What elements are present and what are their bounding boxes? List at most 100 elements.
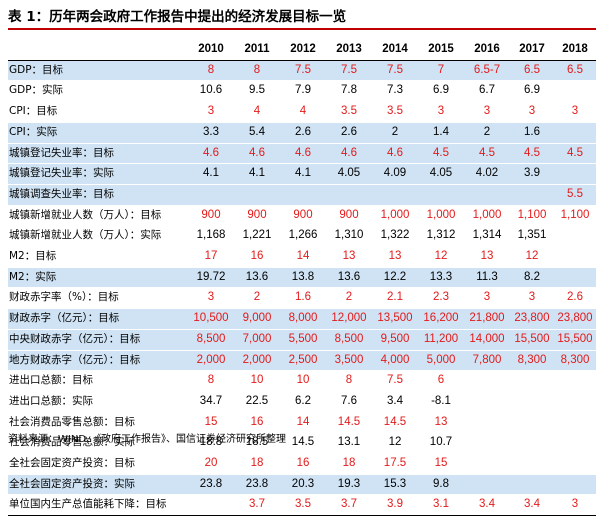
cell-value: 2,000 — [234, 350, 280, 372]
cell-value: 10.7 — [418, 432, 464, 455]
table-row: 进出口总额：实际 34.7 22.5 6.2 7.6 3.4 -8.1 — [8, 391, 596, 413]
row-label: 城镇调查失业率：目标 — [8, 184, 188, 206]
header-corner — [8, 40, 188, 61]
cell-value: 21,800 — [464, 308, 510, 330]
cell-value: 34.7 — [188, 391, 234, 413]
cell-value — [554, 163, 596, 185]
cell-value: 5.5 — [554, 184, 596, 206]
cell-value: 7.5 — [280, 60, 326, 82]
cell-value — [554, 225, 596, 248]
cell-value: 3 — [510, 101, 554, 123]
cell-value: 3 — [418, 101, 464, 123]
cell-value — [418, 184, 464, 206]
row-label: CPI：目标 — [8, 101, 188, 123]
cell-value: 2.1 — [372, 287, 418, 310]
cell-value: 6.5 — [554, 60, 596, 82]
cell-value: 15,500 — [554, 329, 596, 351]
cell-value: 3.9 — [510, 163, 554, 185]
row-label: 社会消费品零售总额：目标 — [8, 412, 188, 434]
cell-value: 3 — [554, 494, 596, 516]
cell-value: 3 — [188, 287, 234, 310]
row-label: 财政赤字率（%）：目标 — [8, 287, 188, 310]
cell-value: 900 — [188, 205, 234, 227]
table-row: 财政赤字率（%）：目标 3 2 1.6 2 2.1 2.3 3 3 2.6 — [8, 287, 596, 310]
row-label: CPI：实际 — [8, 122, 188, 144]
table-row: 地方财政赤字（亿元）：目标 2,000 2,000 2,500 3,500 4,000 5,… — [8, 350, 596, 372]
cell-value — [510, 412, 554, 434]
cell-value: 1,100 — [554, 205, 596, 227]
row-label: GDP：目标 — [8, 60, 188, 82]
title-divider — [8, 28, 596, 30]
cell-value: 15,500 — [510, 329, 554, 351]
cell-value — [464, 184, 510, 206]
cell-value: 13,500 — [372, 308, 418, 330]
row-label: 进出口总额：实际 — [8, 391, 188, 413]
cell-value: 3.5 — [326, 101, 372, 123]
cell-value: 17 — [188, 246, 234, 268]
cell-value: 2 — [326, 287, 372, 310]
cell-value: 2,000 — [188, 350, 234, 372]
cell-value: 8.2 — [510, 267, 554, 289]
table-row: M2：目标 17 16 14 13 13 12 13 12 — [8, 246, 596, 268]
cell-value: 16 — [234, 246, 280, 268]
cell-value: 900 — [280, 205, 326, 227]
cell-value: 23.8 — [234, 474, 280, 496]
table-row: 中央财政赤字（亿元）：目标 8,500 7,000 5,500 8,500 9,500 11… — [8, 329, 596, 351]
cell-value: 3,500 — [326, 350, 372, 372]
cell-value: 4.5 — [510, 143, 554, 165]
cell-value: 16 — [280, 453, 326, 475]
cell-value: 2.6 — [326, 122, 372, 144]
cell-value: 4.02 — [464, 163, 510, 185]
cell-value: 5.4 — [234, 122, 280, 144]
cell-value: 10,500 — [188, 308, 234, 330]
cell-value — [326, 184, 372, 206]
cell-value — [510, 184, 554, 206]
cell-value: 3 — [188, 101, 234, 123]
header-year: 2014 — [372, 40, 418, 61]
cell-value: 23,800 — [510, 308, 554, 330]
cell-value: 2.6 — [280, 122, 326, 144]
cell-value — [464, 412, 510, 434]
cell-value: 8 — [188, 370, 234, 392]
table-row: M2：实际 19.72 13.6 13.8 13.6 12.2 13.3 11.3 8.2 — [8, 267, 596, 289]
cell-value — [464, 370, 510, 392]
header-year: 2017 — [510, 40, 554, 61]
cell-value: 13 — [372, 246, 418, 268]
cell-value: 1,000 — [418, 205, 464, 227]
cell-value — [510, 432, 554, 455]
cell-value — [464, 474, 510, 496]
header-year: 2015 — [418, 40, 464, 61]
table-row: GDP：目标 8 8 7.5 7.5 7.5 7 6.5-7 6.5 6.5 — [8, 60, 596, 82]
cell-value: 10 — [280, 370, 326, 392]
cell-value: 8,500 — [188, 329, 234, 351]
cell-value — [510, 453, 554, 475]
cell-value: 3 — [554, 101, 596, 123]
cell-value — [554, 267, 596, 289]
cell-value — [510, 391, 554, 413]
row-label: GDP：实际 — [8, 80, 188, 103]
cell-value — [554, 474, 596, 496]
row-label: M2：目标 — [8, 246, 188, 268]
cell-value — [554, 391, 596, 413]
cell-value — [280, 184, 326, 206]
cell-value: 14 — [280, 246, 326, 268]
cell-value: 9,000 — [234, 308, 280, 330]
cell-value: 13.3 — [418, 267, 464, 289]
cell-value: 14.5 — [326, 412, 372, 434]
cell-value: 22.5 — [234, 391, 280, 413]
table-row: 单位国内生产总值能耗下降：目标 3.7 3.5 3.7 3.9 3.1 3.4 3.4 3 — [8, 494, 596, 516]
row-label: 全社会固定资产投资：目标 — [8, 453, 188, 475]
cell-value — [554, 80, 596, 103]
header-year: 2016 — [464, 40, 510, 61]
cell-value: 12,000 — [326, 308, 372, 330]
cell-value: 3.7 — [326, 494, 372, 516]
table-row: 城镇登记失业率：目标 4.6 4.6 4.6 4.6 4.6 4.5 4.5 4.5 4.5 — [8, 143, 596, 165]
cell-value: 3 — [464, 101, 510, 123]
cell-value: 17.5 — [372, 453, 418, 475]
table-title: 表 1：历年两会政府工作报告中提出的经济发展目标一览 — [8, 9, 347, 25]
cell-value: 9.5 — [234, 80, 280, 103]
cell-value: 4.5 — [554, 143, 596, 165]
cell-value: 13.8 — [280, 267, 326, 289]
cell-value: 1,310 — [326, 225, 372, 248]
cell-value: 2 — [464, 122, 510, 144]
